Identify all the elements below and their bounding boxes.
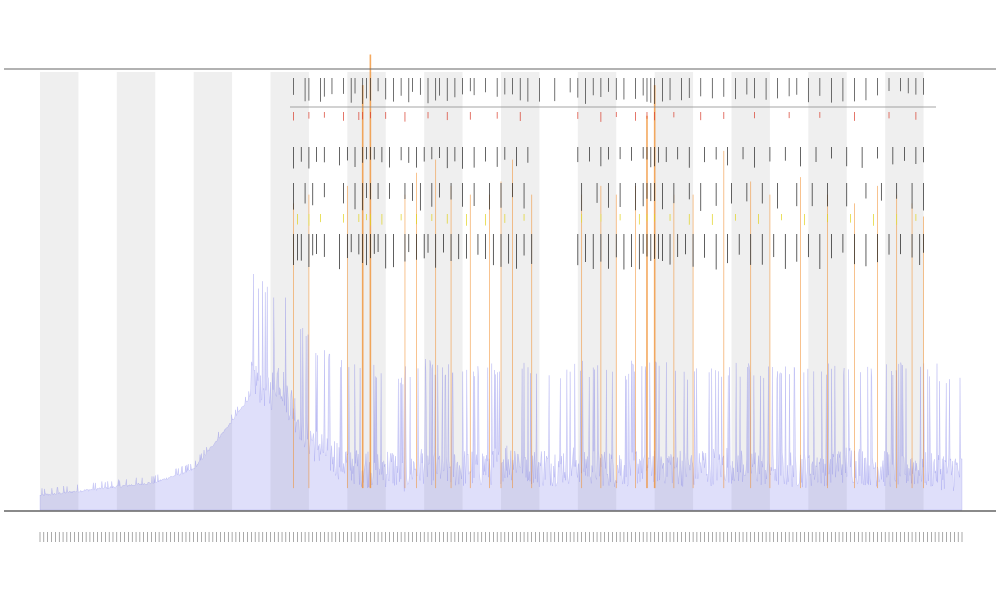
background-band xyxy=(424,72,463,510)
background-band xyxy=(885,72,924,510)
background-bands xyxy=(40,72,924,510)
background-band xyxy=(577,72,617,510)
background-band xyxy=(116,72,156,510)
background-band xyxy=(193,72,233,510)
background-band xyxy=(270,72,309,510)
feature-tracks-layer xyxy=(290,78,936,270)
background-band xyxy=(347,72,386,510)
background-band xyxy=(501,72,540,510)
background-band xyxy=(40,72,79,510)
x-tick-labels xyxy=(39,532,963,542)
